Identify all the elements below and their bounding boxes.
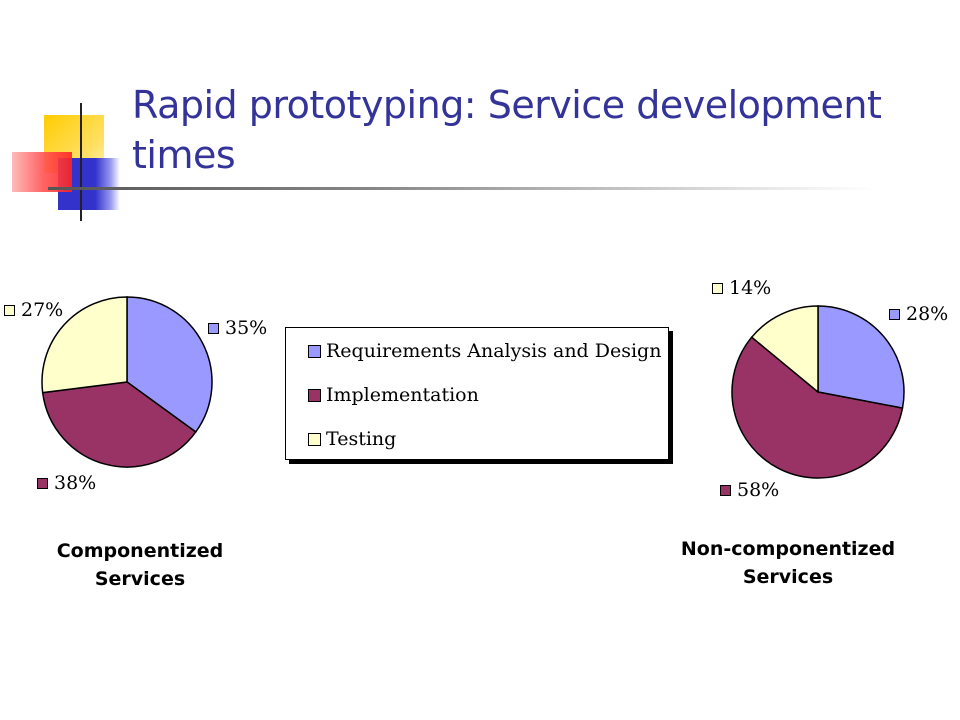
swatch-implementation bbox=[720, 484, 731, 496]
pie-left-label-requirements: 35% bbox=[208, 317, 267, 339]
swatch-testing bbox=[4, 304, 15, 316]
legend-swatch-implementation bbox=[308, 388, 321, 402]
pie-right-label-requirements: 28% bbox=[889, 303, 948, 325]
legend-item-testing: Testing bbox=[308, 428, 396, 450]
pie-right-label-implementation: 58% bbox=[720, 479, 779, 501]
swatch-requirements bbox=[208, 322, 219, 334]
swatch-requirements bbox=[889, 308, 900, 320]
caption-componentized: Componentized Services bbox=[56, 540, 224, 590]
decorative-red-square bbox=[12, 152, 72, 192]
pie-left-slice-requirements bbox=[126, 296, 213, 434]
pie-right-slice-testing bbox=[750, 305, 819, 394]
swatch-testing bbox=[712, 282, 723, 294]
decorative-vertical-line bbox=[80, 103, 82, 221]
pie-right-slice-requirements bbox=[817, 305, 905, 409]
pie-right-label-testing: 14% bbox=[712, 277, 771, 299]
slide-title: Rapid prototyping: Service development t… bbox=[132, 83, 882, 177]
legend-swatch-requirements bbox=[308, 344, 321, 358]
legend-swatch-testing bbox=[308, 432, 321, 446]
title-underline bbox=[48, 187, 878, 190]
pie-left-slice-testing bbox=[41, 296, 128, 394]
chart-legend: Requirements Analysis and Design Impleme… bbox=[285, 327, 669, 460]
caption-non-componentized: Non-componentized Services bbox=[680, 538, 896, 588]
pie-left-slice-implementation bbox=[41, 381, 197, 468]
pie-left-label-testing: 27% bbox=[4, 299, 63, 321]
legend-item-implementation: Implementation bbox=[308, 384, 479, 406]
legend-item-requirements: Requirements Analysis and Design bbox=[308, 340, 661, 362]
pie-right-slice-implementation bbox=[731, 336, 904, 479]
pie-left-label-implementation: 38% bbox=[37, 472, 96, 494]
swatch-implementation bbox=[37, 477, 48, 489]
